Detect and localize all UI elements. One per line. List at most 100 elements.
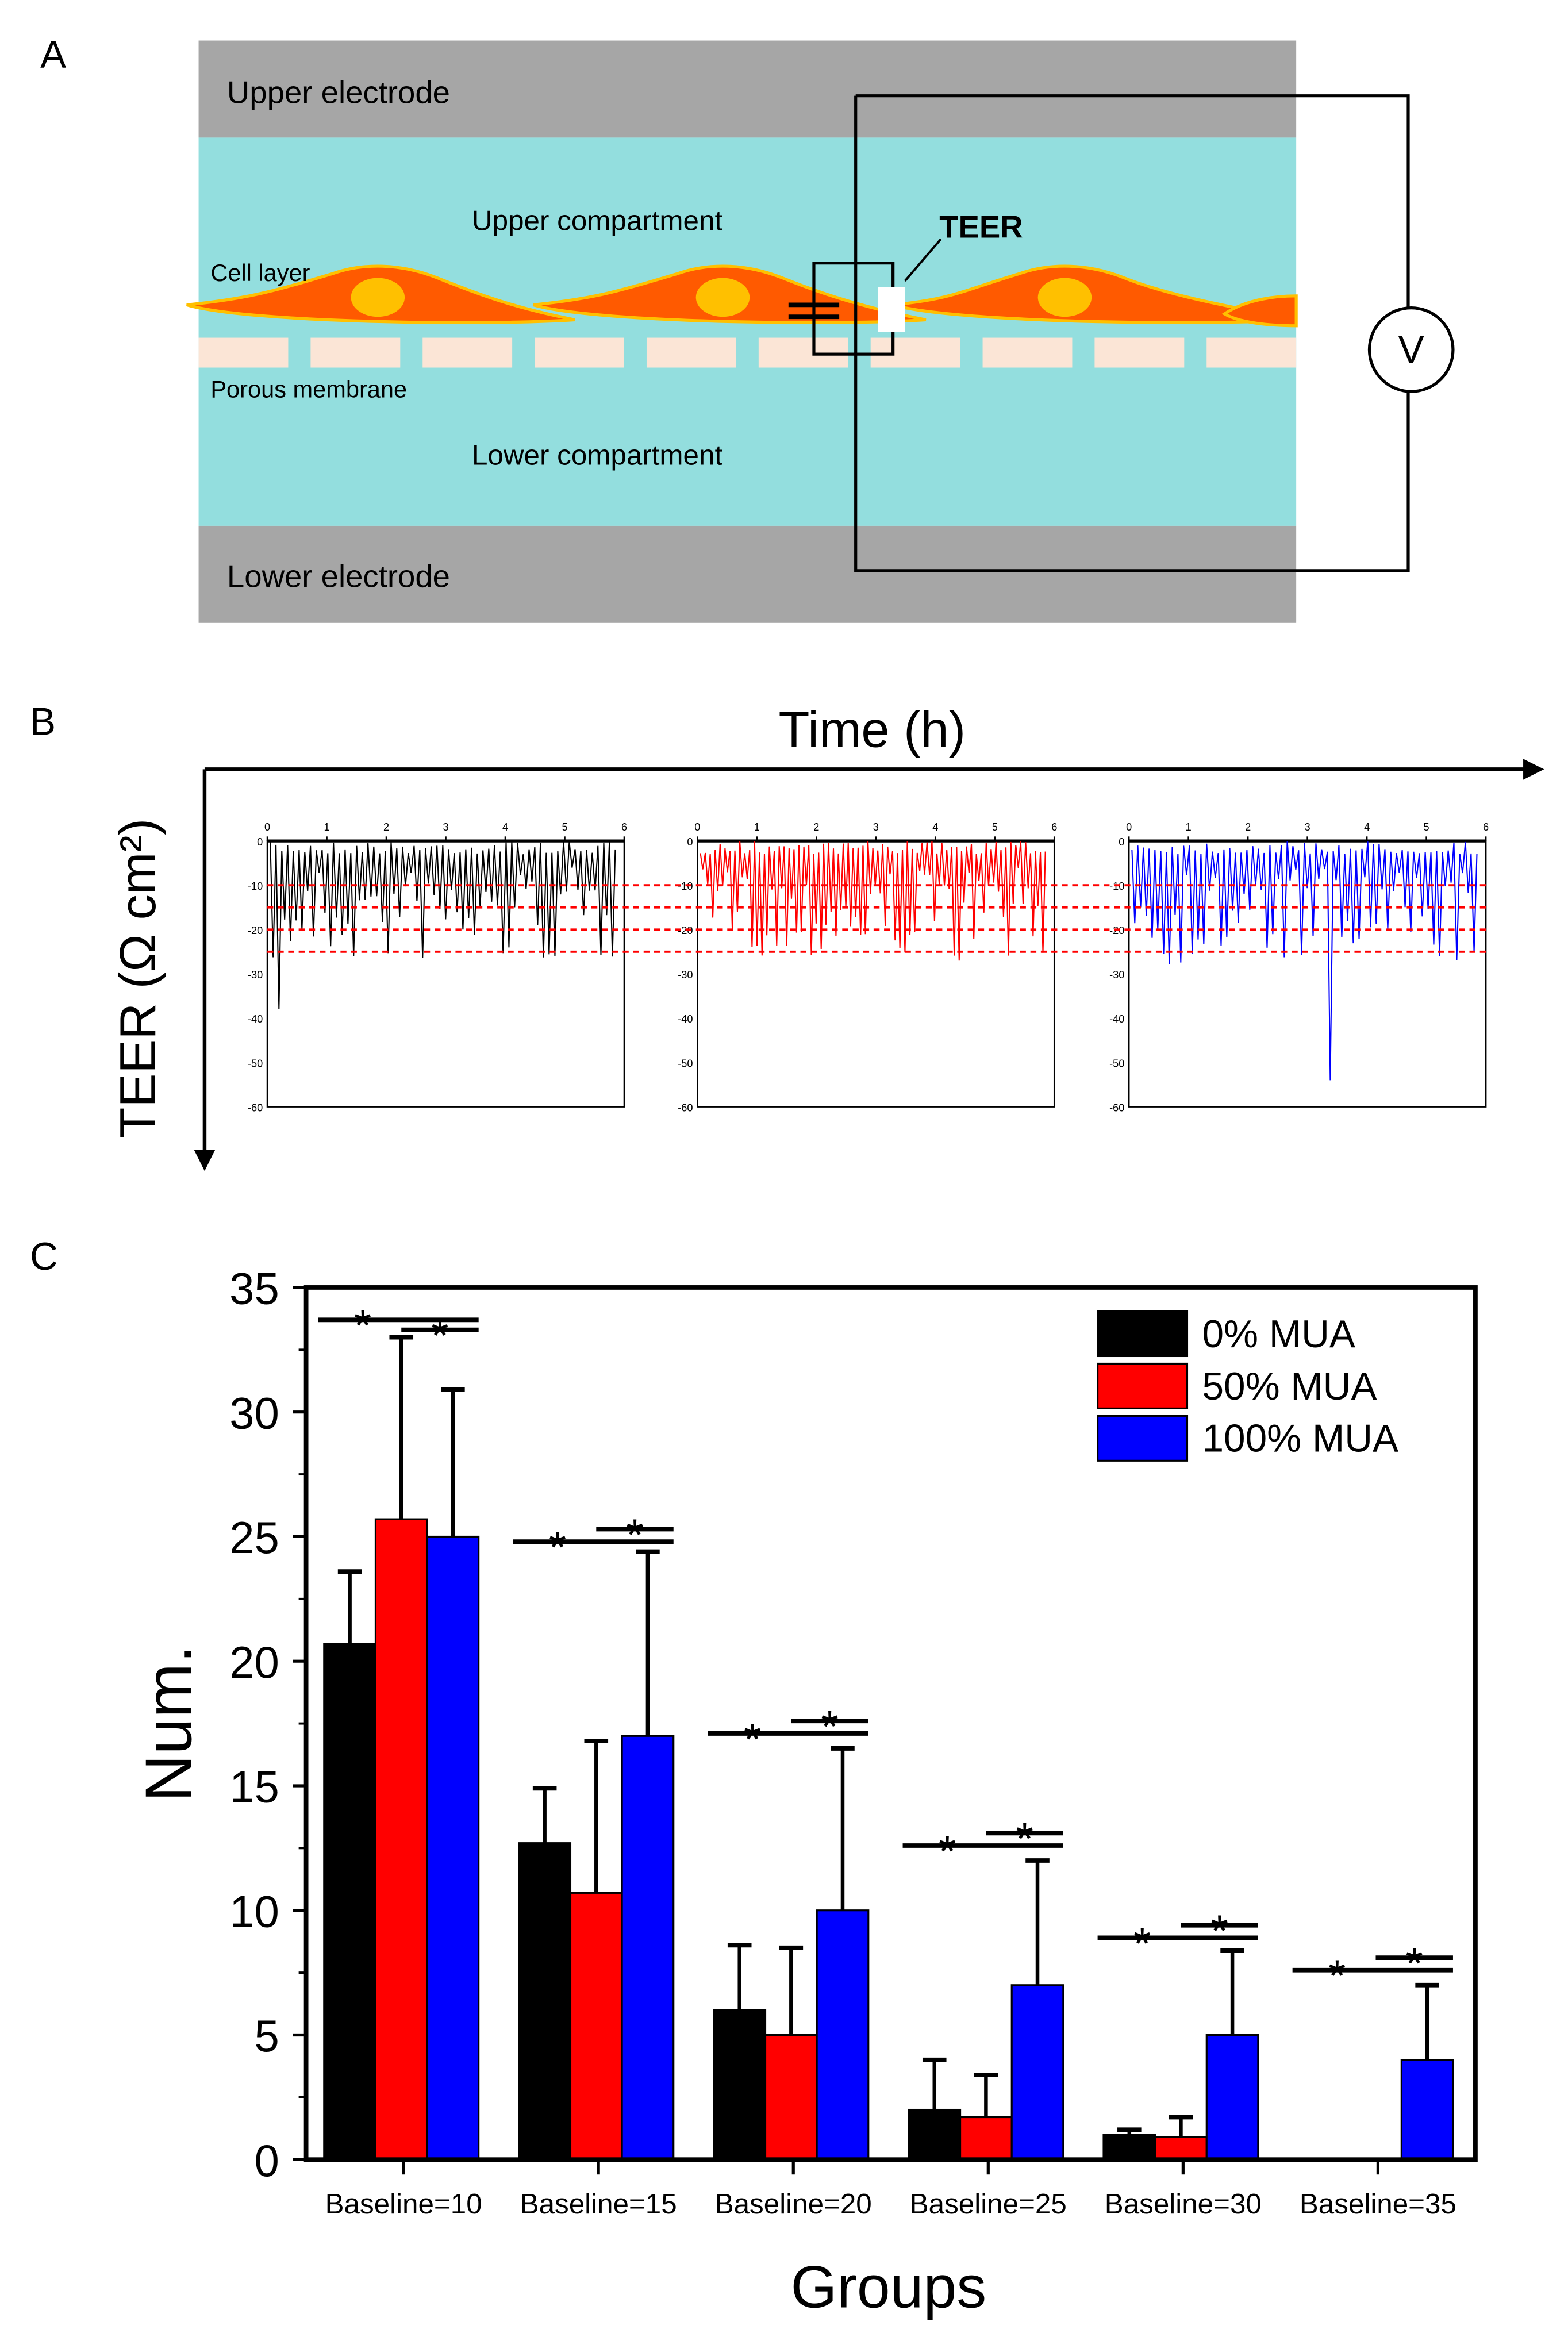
lower-electrode-label: Lower electrode bbox=[227, 559, 450, 594]
x-tick-label: 2 bbox=[813, 821, 819, 833]
y-tick-label: -60 bbox=[248, 1102, 263, 1113]
x-axis-label: Groups bbox=[790, 2254, 986, 2320]
upper-electrode bbox=[198, 40, 1297, 138]
y-axis-label: Num. bbox=[133, 1645, 206, 1802]
x-tick-label: 4 bbox=[932, 821, 938, 833]
plot-frame bbox=[303, 1285, 1478, 2162]
legend-swatch bbox=[1097, 1310, 1189, 1358]
legend-swatch bbox=[1097, 1415, 1189, 1462]
y-tick-label: 35 bbox=[229, 1263, 279, 1314]
panel-c-bar-chart: C 0 5 10 15 20 25 30 35 Baseline=10 * * Baseline=15… bbox=[30, 1235, 1478, 2320]
teer-arrowhead-icon bbox=[194, 1150, 216, 1171]
teer-trace-2 bbox=[1131, 841, 1478, 1081]
membrane-segment bbox=[198, 337, 289, 368]
x-tick-label: 2 bbox=[1245, 821, 1251, 833]
legend-label: 50% MUA bbox=[1202, 1365, 1377, 1408]
y-tick-label: 0 bbox=[687, 836, 693, 848]
cell-nucleus bbox=[351, 278, 405, 317]
y-tick-label: 25 bbox=[229, 1512, 279, 1563]
membrane-segment bbox=[535, 337, 625, 368]
bar-50mua bbox=[569, 1892, 623, 2161]
x-tick-label: 0 bbox=[1126, 821, 1132, 833]
trace-panel-1: 0 1 2 3 4 5 6 0 -10 -20 -30 -40 -50 -60 bbox=[678, 821, 1057, 1113]
y-tick-label: -20 bbox=[248, 925, 263, 936]
significance-star: * bbox=[939, 1825, 956, 1876]
lower-compartment-label: Lower compartment bbox=[472, 439, 722, 471]
x-tick-label: Baseline=30 bbox=[1105, 2188, 1262, 2220]
x-tick-label: 3 bbox=[1305, 821, 1310, 833]
significance-star: * bbox=[1133, 1918, 1151, 1969]
time-arrowhead-icon bbox=[1523, 759, 1544, 780]
y-tick-label: -20 bbox=[678, 925, 693, 936]
lower-electrode bbox=[198, 525, 1297, 623]
y-tick-label: -30 bbox=[1109, 969, 1124, 981]
voltmeter-label: V bbox=[1398, 329, 1424, 372]
membrane-segment bbox=[422, 337, 513, 368]
teer-trace-1 bbox=[700, 841, 1046, 961]
significance-star: * bbox=[1328, 1950, 1346, 2001]
y-tick-label: -50 bbox=[1109, 1058, 1124, 1069]
teer-resistor bbox=[878, 287, 905, 332]
bar-0mua bbox=[908, 2108, 962, 2161]
y-tick-label: -40 bbox=[248, 1013, 263, 1025]
y-tick-label: -40 bbox=[1109, 1013, 1124, 1025]
teer-label: TEER bbox=[939, 209, 1023, 244]
bar-0mua bbox=[518, 1842, 572, 2161]
legend-label: 0% MUA bbox=[1202, 1313, 1355, 1356]
x-tick-label: Baseline=25 bbox=[910, 2188, 1067, 2220]
y-tick-label: -50 bbox=[248, 1058, 263, 1069]
significance-star: * bbox=[354, 1300, 371, 1351]
teer-pointer-arrow bbox=[904, 238, 942, 282]
x-tick-label: 6 bbox=[621, 821, 627, 833]
bar-0mua bbox=[323, 1643, 376, 2161]
bar-50mua bbox=[764, 2034, 818, 2161]
y-tick-label: -30 bbox=[248, 969, 263, 981]
x-tick-label: 0 bbox=[264, 821, 270, 833]
x-tick-label: 1 bbox=[1186, 821, 1192, 833]
bar-50mua bbox=[1154, 2136, 1208, 2161]
x-tick-label: 6 bbox=[1051, 821, 1057, 833]
x-tick-label: 3 bbox=[443, 821, 448, 833]
cell-layer-label: Cell layer bbox=[210, 259, 310, 286]
upper-compartment-label: Upper compartment bbox=[472, 205, 722, 236]
bar-100mua bbox=[1400, 2059, 1454, 2161]
upper-electrode-label: Upper electrode bbox=[227, 75, 450, 110]
bar-0mua bbox=[713, 2009, 767, 2161]
y-tick-label: -30 bbox=[678, 969, 693, 981]
x-tick-label: 5 bbox=[562, 821, 567, 833]
cell-nucleus bbox=[695, 278, 750, 317]
cell-body bbox=[892, 264, 1297, 324]
y-tick-label: -10 bbox=[678, 881, 693, 892]
membrane-segment bbox=[982, 337, 1073, 368]
x-tick-label: Baseline=35 bbox=[1300, 2188, 1456, 2220]
panel-a-label: A bbox=[40, 33, 66, 76]
significance-star: * bbox=[744, 1713, 761, 1764]
bar-100mua bbox=[1010, 1984, 1064, 2161]
x-tick-label: 1 bbox=[754, 821, 760, 833]
membrane-segment bbox=[646, 337, 736, 368]
x-tick-label: 5 bbox=[1424, 821, 1429, 833]
porous-membrane-label: Porous membrane bbox=[210, 375, 407, 402]
circuit bbox=[788, 94, 1410, 572]
x-tick-label: 0 bbox=[694, 821, 700, 833]
x-tick-label: Baseline=15 bbox=[520, 2188, 677, 2220]
teer-axis-label: TEER (Ω cm²) bbox=[109, 818, 166, 1139]
significance-star: * bbox=[431, 1310, 448, 1360]
y-tick-label: 20 bbox=[229, 1637, 279, 1688]
y-tick-label: -40 bbox=[678, 1013, 693, 1025]
bar-50mua bbox=[374, 1518, 428, 2161]
teer-trace-0 bbox=[270, 841, 616, 1009]
voltmeter-icon bbox=[1367, 306, 1455, 393]
x-tick-label: 4 bbox=[502, 821, 508, 833]
bar-50mua bbox=[959, 2116, 1013, 2161]
trace-frame bbox=[266, 840, 625, 1108]
x-tick-label: 2 bbox=[383, 821, 389, 833]
significance-star: * bbox=[821, 1701, 838, 1752]
bar-100mua bbox=[816, 1909, 870, 2161]
x-tick-label: 5 bbox=[992, 821, 998, 833]
bar-0mua bbox=[1102, 2134, 1156, 2161]
significance-star: * bbox=[1406, 1938, 1423, 1988]
significance-star: * bbox=[1016, 1813, 1033, 1864]
